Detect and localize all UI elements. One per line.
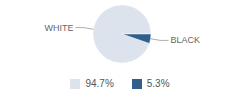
html-text:5.3%: 5.3% (146, 78, 170, 89)
svg-text:WHITE: WHITE (45, 23, 74, 33)
html-text:94.7%: 94.7% (85, 78, 114, 89)
svg-text:BLACK: BLACK (170, 35, 200, 45)
